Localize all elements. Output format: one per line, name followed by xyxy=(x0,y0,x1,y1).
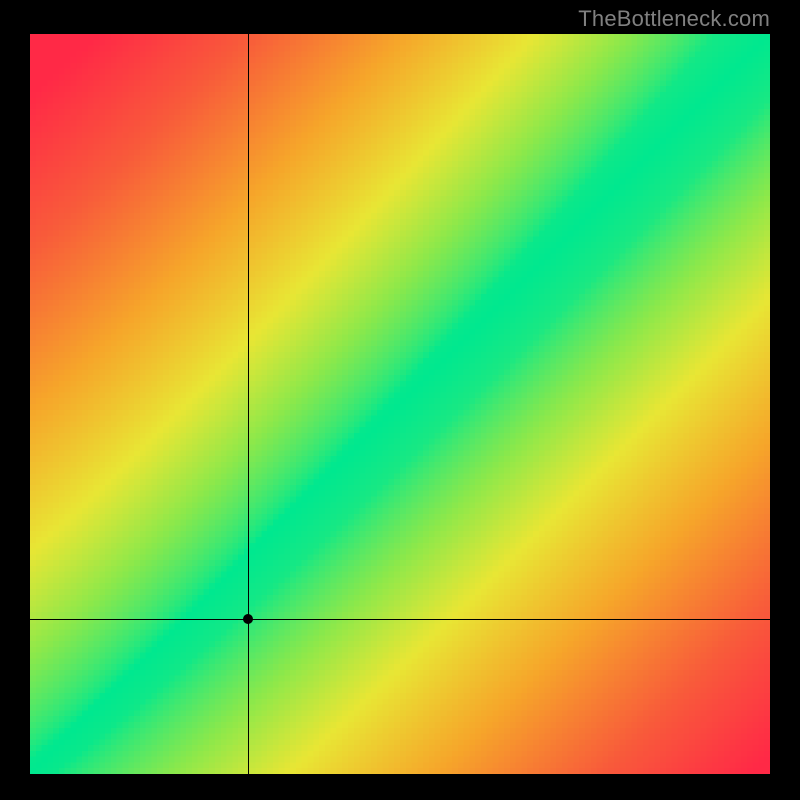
crosshair-horizontal xyxy=(30,619,770,620)
watermark-text: TheBottleneck.com xyxy=(578,6,770,32)
plot-area xyxy=(30,34,770,774)
chart-frame: TheBottleneck.com xyxy=(0,0,800,800)
crosshair-vertical xyxy=(248,34,249,774)
selection-marker xyxy=(243,614,253,624)
bottleneck-heatmap xyxy=(30,34,770,774)
